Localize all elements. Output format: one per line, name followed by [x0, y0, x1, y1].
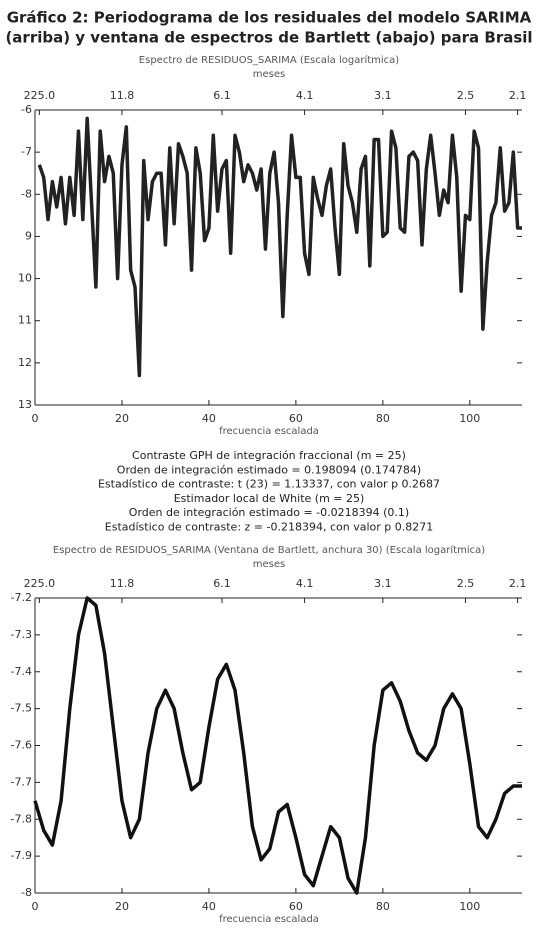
x2-tick-label: 225.0: [24, 89, 56, 102]
x2-axis-label: meses: [253, 69, 285, 80]
x2-tick-label: 2.5: [457, 577, 475, 590]
y-tick-label: -7.6: [11, 739, 32, 752]
y-tick-label: -7: [21, 145, 32, 158]
y-tick-label: -7.3: [11, 628, 32, 641]
stat-line: Estadístico de contraste: t (23) = 1.133…: [98, 478, 440, 491]
y-tick-label: 13: [18, 398, 32, 411]
y-tick-label: -7.8: [11, 812, 32, 825]
x-tick-label: 80: [376, 412, 390, 425]
y-tick-label: -8: [21, 187, 32, 200]
y-tick-label: 12: [18, 356, 32, 369]
y-tick-label: -7.2: [11, 591, 32, 604]
x2-tick-label: 2.1: [509, 577, 527, 590]
y-tick-label: 10: [18, 272, 32, 285]
y-tick-label: -7.7: [11, 775, 32, 788]
figure-title: (arriba) y ventana de espectros de Bartl…: [5, 29, 532, 47]
stat-line: Orden de integración estimado = 0.198094…: [117, 463, 421, 476]
x2-tick-label: 2.5: [457, 89, 475, 102]
chart-title: Espectro de RESIDUOS_SARIMA (Escala loga…: [139, 54, 400, 66]
chart-title: Espectro de RESIDUOS_SARIMA (Ventana de …: [53, 544, 485, 556]
y-tick-label: -8: [21, 886, 32, 899]
x-tick-label: 0: [32, 900, 39, 913]
stat-line: Orden de integración estimado = -0.02183…: [129, 506, 409, 519]
stat-line: Contraste GPH de integración fraccional …: [132, 449, 406, 462]
x-tick-label: 0: [32, 412, 39, 425]
x-tick-label: 100: [459, 900, 480, 913]
x-tick-label: 20: [115, 412, 129, 425]
x-tick-label: 20: [115, 900, 129, 913]
x2-tick-label: 6.1: [213, 89, 231, 102]
x-tick-label: 40: [202, 900, 216, 913]
x2-tick-label: 3.1: [374, 577, 392, 590]
x-tick-label: 100: [459, 412, 480, 425]
x2-axis-label: meses: [253, 559, 285, 570]
y-tick-label: -7.5: [11, 702, 32, 715]
y-tick-label: -6: [21, 103, 32, 116]
stat-line: Estimador local de White (m = 25): [174, 492, 365, 505]
x-tick-label: 40: [202, 412, 216, 425]
x-axis-label: frecuencia escalada: [219, 426, 319, 437]
figure-title: Gráfico 2: Periodograma de los residuale…: [7, 9, 532, 27]
data-line: [33, 596, 522, 895]
x-tick-label: 60: [289, 900, 303, 913]
y-tick-label: 9: [25, 229, 32, 242]
x2-tick-label: 11.8: [110, 577, 135, 590]
x2-tick-label: 4.1: [296, 89, 314, 102]
x2-tick-label: 6.1: [213, 577, 231, 590]
x2-tick-label: 3.1: [374, 89, 392, 102]
y-tick-label: 11: [18, 314, 32, 327]
x2-tick-label: 2.1: [509, 89, 527, 102]
y-tick-label: -7.4: [11, 665, 32, 678]
x-tick-label: 60: [289, 412, 303, 425]
x2-tick-label: 225.0: [24, 577, 56, 590]
data-line: [37, 116, 522, 378]
x-axis-label: frecuencia escalada: [219, 914, 319, 925]
x-tick-label: 80: [376, 900, 390, 913]
y-tick-label: -7.9: [11, 849, 32, 862]
x2-tick-label: 4.1: [296, 577, 314, 590]
x2-tick-label: 11.8: [110, 89, 135, 102]
stat-line: Estadístico de contraste: z = -0.218394,…: [105, 521, 433, 534]
